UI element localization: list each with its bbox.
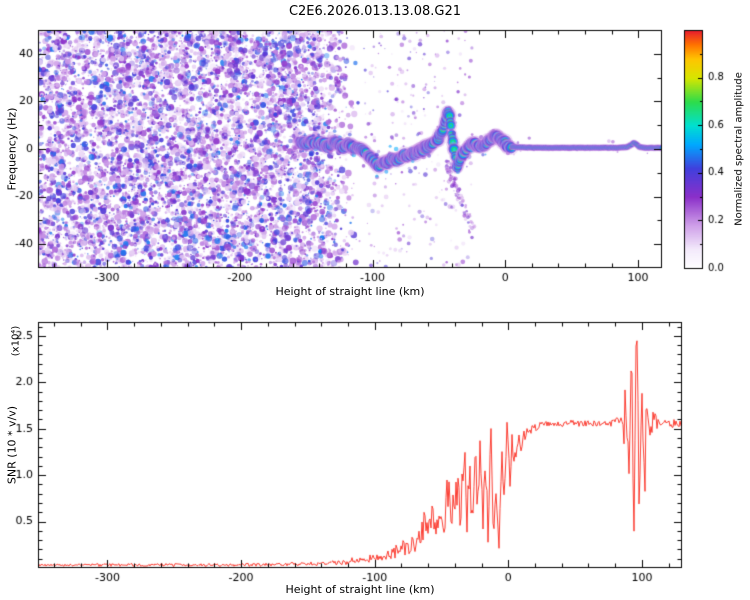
- snr-x-axis-label: Height of straight line (km): [285, 583, 435, 596]
- snr-y-axis-scale-note: (x10⁴): [10, 325, 22, 357]
- spectrogram-y-axis-label: Frequency (Hz): [5, 107, 19, 191]
- snr-y-axis-label: SNR (10 * v/v): [5, 405, 19, 485]
- spectrogram-x-axis-label: Height of straight line (km): [275, 285, 425, 298]
- chart-title: C2E6.2026.013.13.08.G21: [288, 4, 462, 19]
- colorbar-label: Normalized spectral amplitude: [733, 72, 745, 226]
